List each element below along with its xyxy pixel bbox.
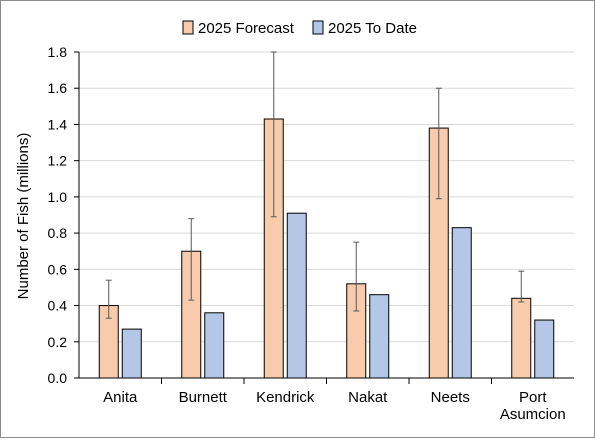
legend: 2025 Forecast 2025 To Date (182, 20, 417, 37)
bar-to-date (286, 212, 307, 379)
y-axis-label: Number of Fish (millions) (15, 133, 32, 300)
legend-label: 2025 Forecast (198, 20, 295, 37)
bar-to-date (204, 312, 225, 379)
x-tick-label: Anita (103, 389, 138, 406)
x-tick-labels: Anita Burnett Kendrick Nakat Neets Port Asumci… (103, 389, 566, 423)
y-tick-label: 1.0 (48, 189, 68, 205)
bar-to-date (369, 294, 390, 379)
y-tick-label: 1.4 (48, 116, 68, 132)
bar-to-date (451, 227, 472, 379)
x-tick-label: Burnett (179, 389, 228, 406)
x-tick-label: Kendrick (256, 389, 315, 406)
y-tick-label: 1.6 (48, 80, 68, 96)
y-tick-label: 0.2 (48, 334, 68, 350)
bar-to-date (121, 328, 142, 379)
y-tick-label: 0.6 (48, 261, 68, 277)
bar-forecast (511, 297, 532, 379)
legend-swatch (312, 20, 324, 35)
y-tick-label: 0.8 (48, 225, 68, 241)
y-tick-label: 0.4 (48, 298, 68, 314)
x-tick-label: Nakat (348, 389, 388, 406)
axes (74, 51, 574, 384)
legend-swatch (182, 20, 194, 35)
error-bars (105, 51, 525, 319)
x-tick-label: Neets (431, 389, 470, 406)
bar-to-date (534, 319, 555, 379)
y-tick-labels: 0.0 0.2 0.4 0.6 0.8 1.0 1.2 1.4 1.6 1.8 (48, 44, 68, 386)
y-tick-label: 0.0 (48, 370, 68, 386)
gridlines (79, 51, 574, 343)
bars (98, 118, 555, 379)
legend-label: 2025 To Date (328, 20, 417, 37)
y-tick-label: 1.2 (48, 153, 68, 169)
x-tick-label: Port Asumcion (500, 389, 566, 423)
y-tick-label: 1.8 (48, 44, 68, 60)
